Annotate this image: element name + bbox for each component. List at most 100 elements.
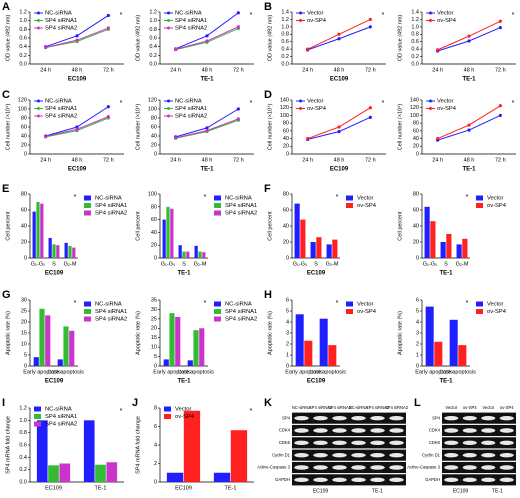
bar <box>294 203 300 258</box>
legend-label: Vector <box>175 407 192 413</box>
y-tick-label: 4 <box>416 319 419 325</box>
y-tick-label: 0.2 <box>19 467 27 473</box>
bar <box>68 246 72 258</box>
row-label: CDK6 <box>429 440 441 445</box>
group-label: TE-1 <box>372 488 383 494</box>
marker <box>106 115 110 119</box>
x-tick-label: 48 h <box>464 67 475 73</box>
y-tick-label: 1.2 <box>19 9 27 15</box>
x-tick-label: S <box>444 261 448 267</box>
annotation: * <box>512 12 515 19</box>
legend-swatch <box>214 195 221 201</box>
marker <box>436 48 440 52</box>
x-tick-label: Early apoptosis <box>285 369 323 375</box>
bar <box>440 242 446 258</box>
blot-strip <box>292 474 406 486</box>
group-label: EC109 <box>313 488 329 494</box>
row-label: CDK4 <box>279 428 291 433</box>
legend-label: SP4 siRNA1 <box>225 309 257 315</box>
y-tick-label: 0 <box>416 363 419 369</box>
band <box>332 428 347 433</box>
y-tick-label: 0.0 <box>411 61 419 67</box>
bar <box>40 203 44 258</box>
marker <box>174 136 178 140</box>
x-axis-label: TE-1 <box>462 167 476 173</box>
lane-label: NC-siRNA <box>292 405 312 410</box>
y-tick-label: 40 <box>413 136 419 142</box>
legend-swatch <box>34 414 41 419</box>
legend-label: SP4 siRNA1 <box>175 106 207 112</box>
legend-swatch <box>84 195 91 201</box>
band <box>332 465 347 470</box>
y-axis-label: Cell number (×10⁴) <box>134 104 141 151</box>
lane-label: NC-siRNA <box>349 405 369 410</box>
band <box>389 465 404 470</box>
y-tick-label: 0.6 <box>281 39 289 45</box>
bar <box>199 328 205 366</box>
bar <box>169 313 175 366</box>
legend-label: SP4 siRNA2 <box>45 26 77 32</box>
y-tick-label: 100 <box>148 191 157 197</box>
legend-label: NC-siRNA <box>95 302 122 308</box>
x-tick-label: 72 h <box>365 67 376 73</box>
bar <box>434 341 443 366</box>
bar <box>166 206 170 258</box>
y-tick-label: 15 <box>151 335 157 341</box>
x-tick-label: G₁-G₀ <box>161 261 176 267</box>
band <box>481 440 496 446</box>
y-tick-label: 6 <box>286 297 289 303</box>
y-axis-label: SP4 mRNA fold change <box>5 416 11 474</box>
bar <box>425 306 434 366</box>
lane-label: ov-SP4 <box>463 405 477 410</box>
y-tick-label: 3 <box>286 330 289 336</box>
band <box>444 440 459 446</box>
legend-label: NC-siRNA <box>175 99 202 105</box>
y-axis-label: Cell number (×10⁴) <box>266 104 273 151</box>
y-tick-label: 1 <box>286 352 289 358</box>
bar <box>39 308 45 366</box>
x-tick-label: 48 h <box>202 67 213 73</box>
x-tick-label: 24 h <box>432 67 443 73</box>
legend-swatch <box>37 114 40 118</box>
y-axis-label: OD value (492 nm) <box>397 15 403 62</box>
y-tick-label: 10 <box>151 345 157 351</box>
marker <box>236 25 240 29</box>
marker <box>368 106 372 110</box>
bar <box>45 315 51 366</box>
y-tick-label: 0 <box>154 255 157 261</box>
annotation: * <box>120 12 123 19</box>
bar <box>69 330 75 366</box>
x-tick-label: 24 h <box>170 67 181 73</box>
y-tick-label: 1.2 <box>149 9 157 15</box>
y-tick-label: 80 <box>151 115 157 121</box>
legend-swatch <box>476 203 483 208</box>
y-tick-label: 0.8 <box>19 27 27 33</box>
y-tick-label: 5 <box>154 354 157 360</box>
marker <box>106 105 110 109</box>
y-tick-label: 100 <box>280 113 289 119</box>
bar <box>33 357 39 366</box>
band <box>370 415 385 421</box>
marker <box>368 25 372 29</box>
y-tick-label: 0 <box>154 479 157 485</box>
y-tick-label: 0.2 <box>281 54 289 60</box>
y-tick-label: 4 <box>286 319 289 325</box>
marker <box>236 11 240 15</box>
bar <box>300 219 306 258</box>
lane-label: Vector <box>482 405 494 410</box>
x-axis-label: EC109 <box>330 77 349 83</box>
x-tick-label: 72 h <box>233 67 244 73</box>
bar <box>59 463 71 482</box>
marker <box>75 127 79 131</box>
y-tick-label: 3 <box>416 330 419 336</box>
line <box>437 114 501 141</box>
band <box>481 415 496 421</box>
bar <box>36 202 40 258</box>
legend-swatch <box>214 210 221 216</box>
legend-label: SP4 siRNA1 <box>225 203 257 209</box>
lane-label: SP4 siRNA1 <box>366 405 390 410</box>
band <box>351 465 366 470</box>
y-tick-label: 20 <box>283 239 289 245</box>
legend-swatch <box>84 203 91 208</box>
y-tick-label: 0.2 <box>411 54 419 60</box>
